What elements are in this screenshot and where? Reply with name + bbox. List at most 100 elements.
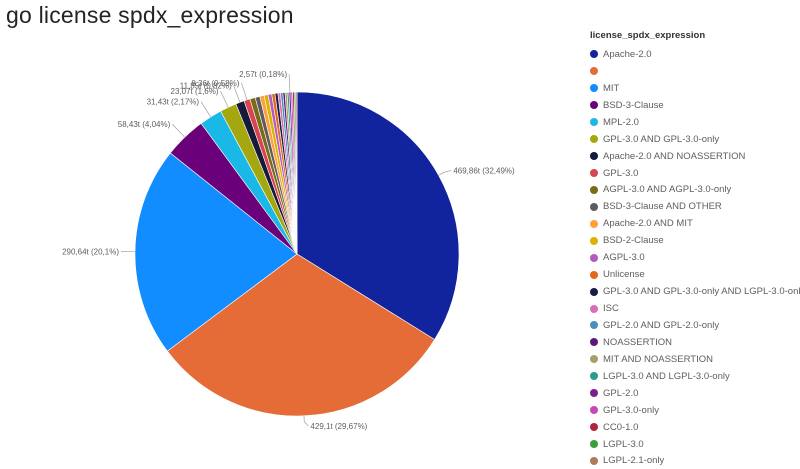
legend-item[interactable]: MIT: [590, 80, 795, 97]
data-label: 11,85t (0,82%): [180, 82, 232, 91]
legend-label: NOASSERTION: [603, 336, 672, 348]
leader-line: [172, 123, 186, 138]
legend-item[interactable]: Unlicense: [590, 266, 795, 283]
legend-items: Apache-2.0 MIT BSD-3-Clause MPL-2.0 GPL-3.0 …: [590, 46, 800, 469]
legend-item[interactable]: GPL-3.0: [590, 165, 795, 182]
legend: license_spdx_expression Apache-2.0 MIT BSD…: [590, 30, 800, 469]
legend-marker-icon: [590, 169, 598, 178]
data-labels: 469,86t (32,49%) 429,1t (29,67%) 290,64t (…: [62, 70, 515, 431]
legend-label: MPL-2.0: [603, 116, 639, 128]
legend-marker-icon: [590, 253, 598, 262]
legend-item[interactable]: AGPL-3.0 AND AGPL-3.0-only: [590, 182, 795, 199]
legend-item[interactable]: BSD-2-Clause: [590, 232, 795, 249]
legend-marker-icon: [590, 287, 598, 296]
pie-slice[interactable]: [295, 91, 298, 255]
legend-marker-icon: [590, 423, 598, 432]
leader-line: [241, 82, 248, 101]
legend-marker-icon: [590, 219, 598, 228]
legend-marker-icon: [590, 118, 598, 127]
data-label: 23,07t (1,6%): [171, 87, 219, 96]
legend-item[interactable]: LGPL-3.0 AND LGPL-3.0-only: [590, 368, 795, 385]
leader-line: [220, 90, 229, 108]
legend-item[interactable]: GPL-2.0 AND GPL-2.0-only: [590, 317, 795, 334]
leader-line: [303, 415, 309, 427]
legend-label: GPL-2.0 AND GPL-2.0-only: [603, 319, 720, 331]
legend-marker-icon: [590, 304, 598, 313]
legend-marker-icon: [590, 338, 598, 347]
legend-item[interactable]: LGPL-3.0: [590, 436, 795, 453]
data-label: 290,64t (20,1%): [62, 247, 119, 256]
legend-marker-icon: [590, 185, 598, 194]
legend-label: ISC: [603, 303, 619, 315]
legend-label: Apache-2.0 AND NOASSERTION: [603, 150, 746, 162]
legend-marker-icon: [590, 406, 598, 415]
legend-marker-icon: [590, 321, 598, 330]
legend-marker-icon: [590, 84, 598, 93]
legend-label: BSD-3-Clause AND OTHER: [603, 201, 722, 213]
legend-label: LGPL-2.1-only: [603, 455, 665, 467]
pie-chart: 469,86t (32,49%) 429,1t (29,67%) 290,64t (…: [62, 70, 515, 431]
legend-label: Apache-2.0 AND MIT: [603, 218, 693, 230]
legend-label: Apache-2.0: [603, 48, 652, 60]
legend-marker-icon: [590, 152, 598, 161]
legend-item[interactable]: MPL-2.0: [590, 114, 795, 131]
legend-item[interactable]: GPL-3.0 AND GPL-3.0-only: [590, 131, 795, 148]
legend-label: GPL-3.0 AND GPL-3.0-only AND LGPL-3.0-on…: [603, 286, 800, 298]
legend-item[interactable]: CC0-1.0: [590, 419, 795, 436]
legend-item[interactable]: GPL-2.0: [590, 385, 795, 402]
legend-marker-icon: [590, 355, 598, 364]
legend-marker-icon: [590, 440, 598, 449]
leader-line: [438, 170, 452, 176]
legend-label: BSD-2-Clause: [603, 235, 664, 247]
legend-label: MIT AND NOASSERTION: [603, 353, 713, 365]
legend-marker-icon: [590, 456, 598, 465]
legend-label: GPL-2.0: [603, 387, 639, 399]
legend-item[interactable]: AGPL-3.0: [590, 249, 795, 266]
pie-slice[interactable]: [296, 91, 460, 340]
leader-lines: [121, 74, 452, 427]
legend-marker-icon: [590, 50, 598, 59]
legend-item[interactable]: BSD-3-Clause: [590, 97, 795, 114]
legend-marker-icon: [590, 372, 598, 381]
legend-marker-icon: [590, 236, 598, 245]
leader-line: [288, 74, 291, 93]
legend-label: BSD-3-Clause: [603, 99, 664, 111]
legend-item[interactable]: Apache-2.0: [590, 46, 795, 63]
legend-item[interactable]: ISC: [590, 300, 795, 317]
legend-label: Unlicense: [603, 269, 645, 281]
data-label: 2,57t (0,18%): [239, 70, 287, 79]
data-label: 8,36t (0,58%): [191, 79, 239, 88]
data-label: 31,43t (2,17%): [147, 98, 200, 107]
legend-label: MIT: [603, 82, 620, 94]
chart-title: go license spdx_expression: [6, 2, 294, 28]
pie-slice[interactable]: [134, 152, 298, 352]
legend-marker-icon: [590, 270, 598, 279]
legend-marker-icon: [590, 67, 598, 76]
legend-label: LGPL-3.0 AND LGPL-3.0-only: [603, 370, 730, 382]
legend-item[interactable]: Apache-2.0 AND NOASSERTION: [590, 148, 795, 165]
legend-marker-icon: [590, 389, 598, 398]
legend-item[interactable]: GPL-3.0 AND GPL-3.0-only AND LGPL-3.0-on…: [590, 283, 800, 300]
legend-item[interactable]: MIT AND NOASSERTION: [590, 351, 795, 368]
legend-label: AGPL-3.0 AND AGPL-3.0-only: [603, 184, 732, 196]
legend-label: GPL-3.0: [603, 167, 639, 179]
legend-item[interactable]: NOASSERTION: [590, 334, 795, 351]
legend-marker-icon: [590, 135, 598, 144]
legend-label: CC0-1.0: [603, 421, 639, 433]
leader-line: [233, 85, 241, 103]
legend-label: GPL-3.0-only: [603, 404, 659, 416]
legend-label: AGPL-3.0: [603, 252, 645, 264]
data-label: 429,1t (29,67%): [310, 422, 367, 431]
legend-item[interactable]: Apache-2.0 AND MIT: [590, 215, 795, 232]
legend-item[interactable]: LGPL-2.1-only: [590, 453, 795, 469]
legend-item[interactable]: BSD-3-Clause AND OTHER: [590, 198, 795, 215]
legend-item[interactable]: [590, 63, 795, 80]
legend-label: LGPL-3.0: [603, 438, 644, 450]
pie-slices: [134, 91, 460, 417]
data-label: 58,43t (4,04%): [118, 120, 171, 129]
leader-line: [200, 101, 211, 118]
legend-title: license_spdx_expression: [590, 30, 706, 41]
data-label: 469,86t (32,49%): [453, 166, 515, 175]
legend-item[interactable]: GPL-3.0-only: [590, 402, 795, 419]
legend-marker-icon: [590, 101, 598, 110]
